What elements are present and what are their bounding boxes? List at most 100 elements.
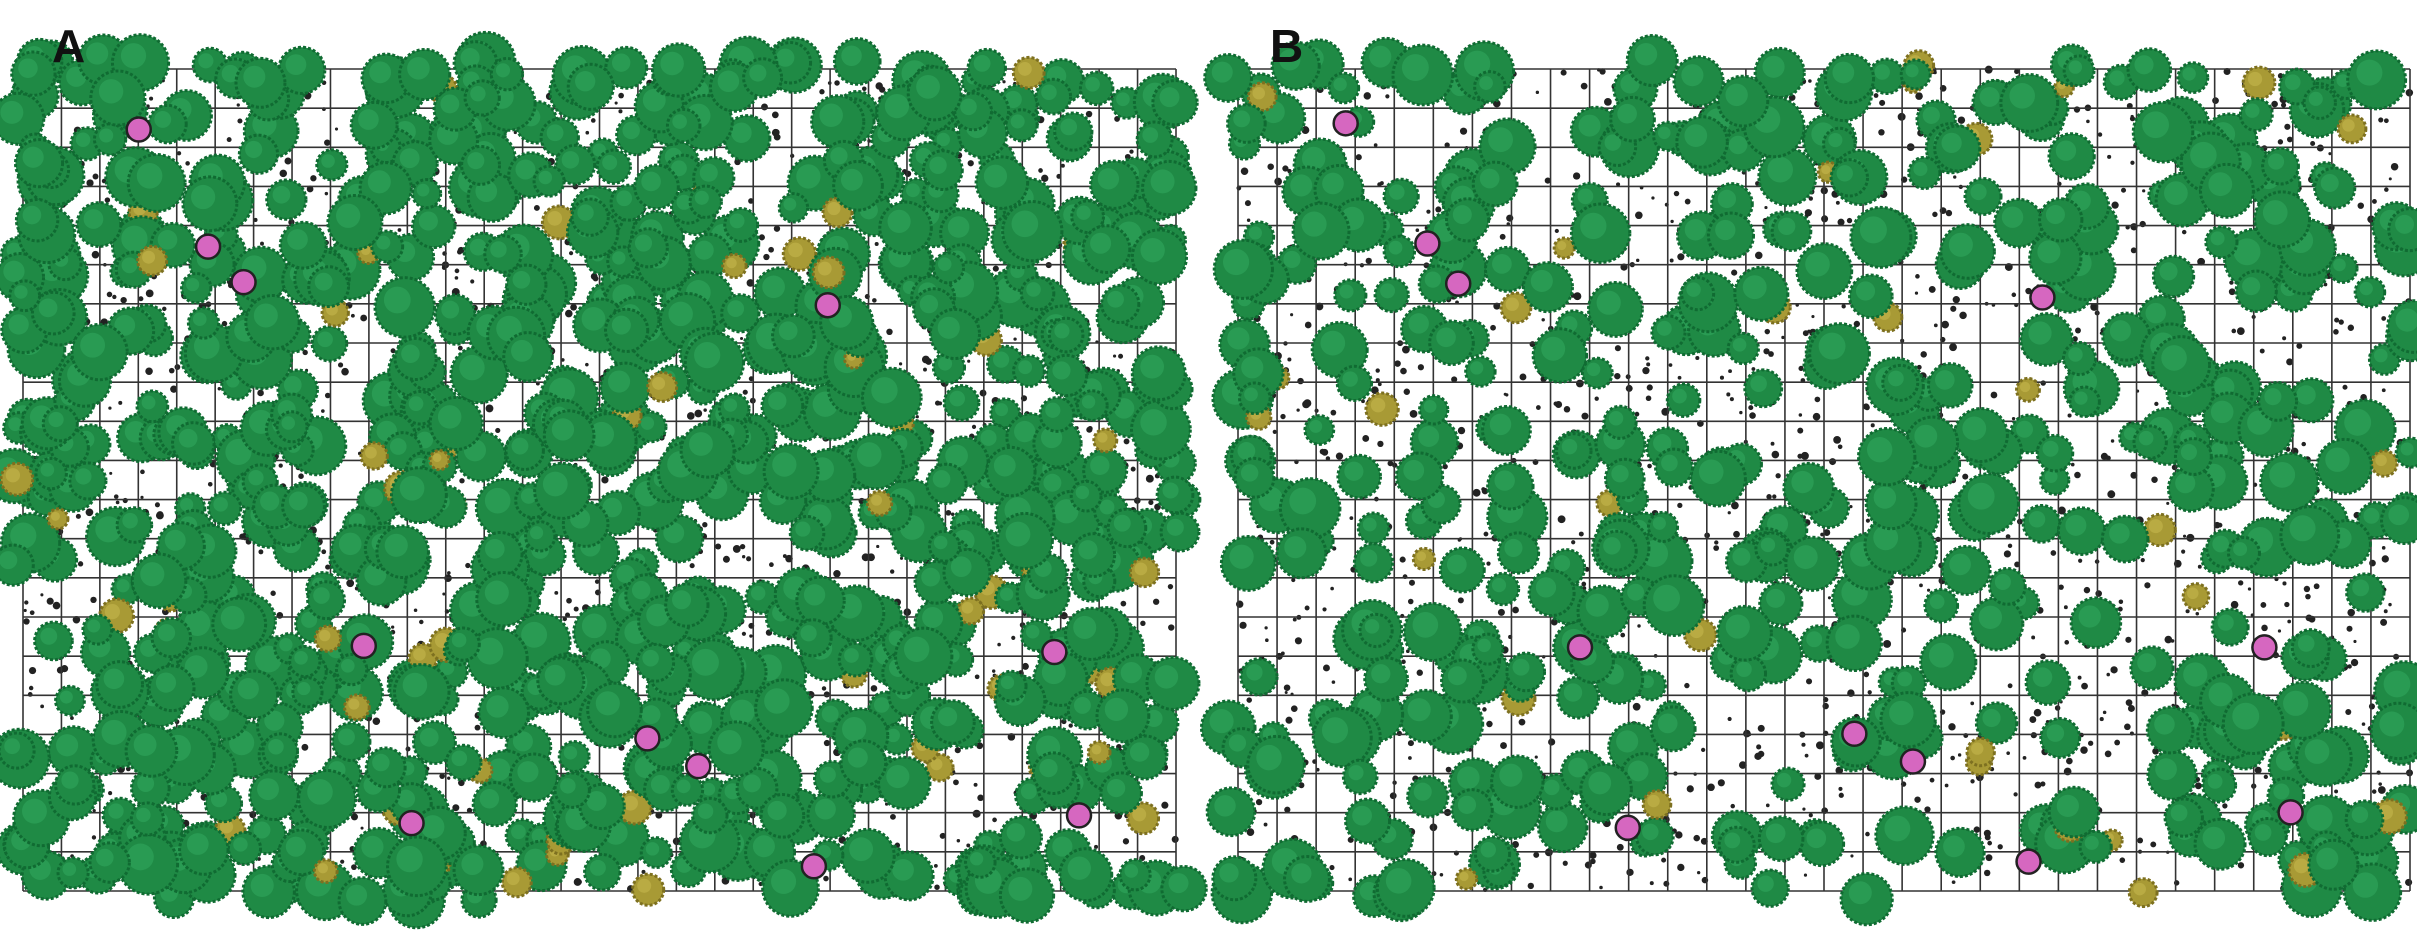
crown-highlight [433, 453, 442, 462]
sapling [1113, 354, 1116, 357]
crown-highlight [407, 57, 430, 80]
crown-highlight [2255, 824, 2272, 841]
crown-highlight [521, 622, 547, 648]
sapling [1847, 218, 1852, 223]
sapling [1677, 864, 1684, 871]
sapling [1576, 380, 1584, 388]
crown-highlight [319, 630, 330, 641]
sapling [1614, 373, 1620, 379]
sapling [1400, 557, 1406, 563]
sapling [1061, 164, 1065, 168]
crown-highlight [1008, 877, 1032, 901]
sapling [1927, 589, 1930, 592]
sapling [1374, 143, 1378, 147]
sapling [1581, 582, 1586, 587]
sapling [886, 329, 892, 335]
sapling [1246, 697, 1251, 702]
focal-tree-marker [196, 235, 220, 259]
crown-highlight [938, 257, 952, 271]
sapling [746, 556, 751, 561]
crown-highlight [1155, 665, 1178, 688]
crown-highlight [409, 396, 424, 411]
crown-highlight [1578, 188, 1594, 204]
crown-highlight [461, 48, 480, 67]
sapling [280, 170, 287, 177]
sapling [321, 409, 325, 413]
crown-highlight [511, 340, 533, 362]
sapling [495, 428, 500, 433]
sapling [1416, 228, 1420, 232]
sapling [824, 740, 830, 746]
crown-highlight [886, 765, 909, 788]
sapling [2111, 202, 2118, 209]
crown-highlight [40, 628, 57, 645]
sapling [301, 744, 308, 751]
sapling [1626, 869, 1633, 876]
crown-highlight [892, 859, 914, 881]
sapling [2121, 188, 2126, 193]
crown-highlight [1012, 210, 1039, 237]
sapling [1490, 325, 1496, 331]
crown-highlight [2155, 758, 2177, 780]
sapling [310, 175, 316, 181]
sapling [2088, 741, 2093, 746]
sapling [1500, 742, 1507, 749]
sapling [1554, 401, 1558, 405]
sapling [554, 591, 558, 595]
sapling [1256, 799, 1262, 805]
sapling [890, 569, 894, 573]
sapling [2284, 124, 2290, 130]
sapling [1674, 191, 1679, 196]
crown-highlight [273, 186, 291, 204]
sapling [30, 610, 35, 615]
sapling [1987, 841, 1992, 846]
sapling [108, 406, 111, 409]
sapling [570, 304, 577, 311]
sapling [1349, 516, 1353, 520]
sapling [123, 498, 128, 503]
sapling [2041, 380, 2046, 385]
sapling [341, 368, 349, 376]
sapling [1828, 596, 1831, 599]
sapling [2186, 534, 2194, 542]
crown-highlight [920, 295, 938, 313]
crown-highlight [672, 590, 691, 609]
sapling [1946, 210, 1952, 216]
sapling [2066, 758, 2073, 765]
sapling [2106, 673, 2110, 677]
crown-highlight [187, 833, 209, 855]
sapling [1713, 545, 1719, 551]
sapling [1950, 756, 1955, 761]
sapling [1172, 836, 1179, 843]
crown-highlight [818, 262, 832, 276]
crown-highlight [1014, 421, 1035, 442]
sapling [1842, 304, 1846, 308]
crown-highlight [84, 209, 104, 229]
sapling [1364, 92, 1371, 99]
sapling [1408, 756, 1412, 760]
sapling [2144, 582, 2150, 588]
sapling [872, 298, 877, 303]
sapling [2111, 439, 2114, 442]
crown-highlight [1767, 157, 1793, 183]
sapling [1728, 717, 1732, 721]
sapling [1528, 883, 1534, 889]
sapling [687, 412, 695, 420]
crown-highlight [289, 491, 308, 510]
sapling [1731, 502, 1739, 510]
crown-highlight [127, 844, 154, 871]
sapling [1604, 98, 1612, 106]
sapling [1361, 399, 1365, 403]
crown-highlight [507, 872, 520, 885]
crown-highlight [651, 775, 670, 794]
sapling [2196, 612, 2199, 615]
sapling [1707, 783, 1715, 791]
crown-highlight [268, 739, 284, 755]
sapling [1410, 410, 1418, 418]
sapling [1394, 360, 1401, 367]
crown-highlight [358, 109, 379, 130]
sapling [1541, 318, 1544, 321]
sapling [1728, 511, 1731, 514]
sapling [1296, 408, 1299, 411]
crown-highlight [724, 398, 737, 411]
